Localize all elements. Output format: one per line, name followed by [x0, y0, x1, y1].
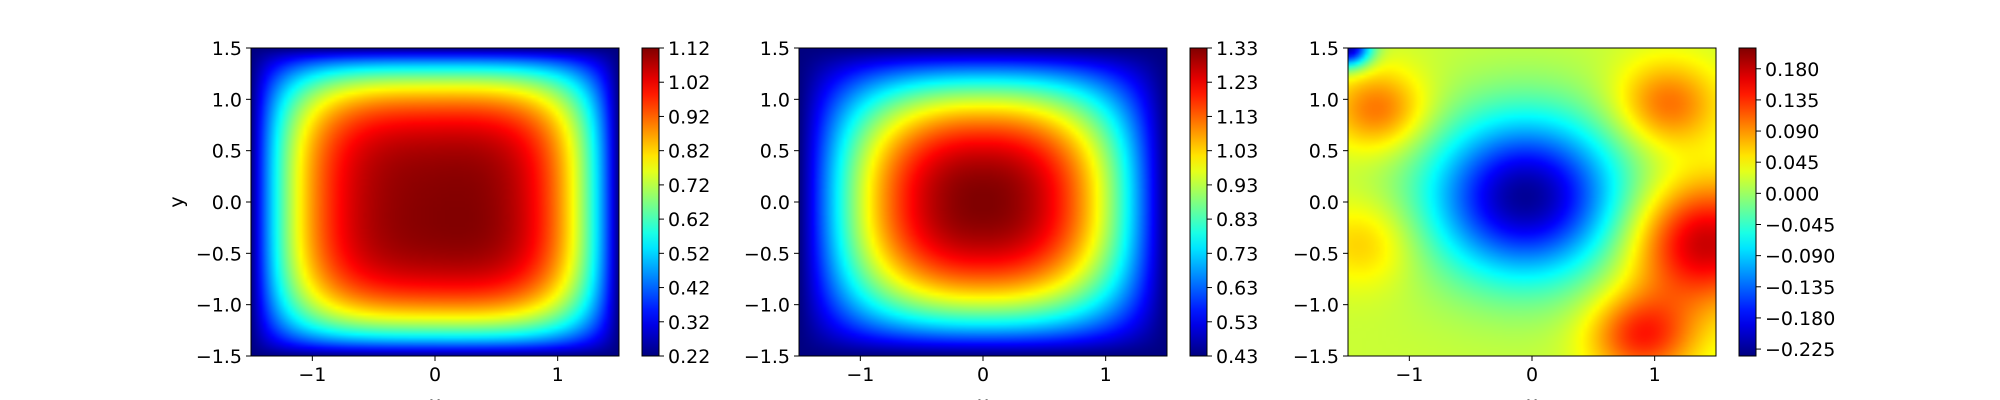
colorbar-tick-label: 0.93 [1216, 175, 1258, 197]
y-axis-label: y [166, 196, 188, 207]
colorbar-tick-label: 0.000 [1765, 183, 1819, 205]
colorbar-tick-label: 1.13 [1216, 106, 1258, 128]
y-tick-label: −1.0 [744, 295, 790, 317]
colorbar-tick-label: 0.73 [1216, 243, 1258, 265]
colorbar-tick-label: 0.22 [668, 346, 710, 368]
colorbar-tick-label: 0.62 [668, 209, 710, 231]
y-tick-label: 1.0 [1309, 89, 1339, 111]
y-tick-label: −1.5 [196, 346, 242, 368]
y-tick-label: −0.5 [196, 243, 242, 265]
x-tick-label: 0 [429, 364, 441, 386]
colorbar-tick-label: 1.03 [1216, 141, 1258, 163]
colorbar-tick-label: 0.72 [668, 175, 710, 197]
colorbar-tick-label: 0.180 [1765, 59, 1819, 81]
colorbar-tick-label: 1.12 [668, 38, 710, 60]
y-tick-label: 1.5 [760, 38, 790, 60]
y-tick-label: 0.5 [1309, 141, 1339, 163]
colorbar [641, 47, 660, 357]
heatmap-field [799, 48, 1167, 356]
y-tick-label: 1.0 [760, 89, 790, 111]
subplot-3: −1 0 1 −1.5 −1.0 −0.5 0.0 0.5 1.0 1.5 x −0.225 −0.18… [1293, 38, 1835, 400]
colorbar-tick-label: 0.83 [1216, 209, 1258, 231]
colorbar-tick-label: −0.045 [1765, 214, 1835, 236]
y-tick-label: −0.5 [1293, 243, 1339, 265]
x-tick-label: −1 [1395, 364, 1423, 386]
x-tick-label: 1 [552, 364, 564, 386]
colorbar-tick-label: 0.52 [668, 243, 710, 265]
colorbar-tick-label: 0.135 [1765, 90, 1819, 112]
colorbar-tick-label: −0.180 [1765, 308, 1835, 330]
x-axis-label: x [429, 393, 440, 400]
colorbar-tick-label: 0.92 [668, 106, 710, 128]
y-tick-label: 1.0 [212, 89, 242, 111]
colorbar-tick-label: 0.090 [1765, 121, 1819, 143]
subplot-2: −1 0 1 −1.5 −1.0 −0.5 0.0 0.5 1.0 1.5 x 0.43 0.53 0.6… [744, 38, 1258, 400]
colorbar-tick-label: 0.82 [668, 141, 710, 163]
subplot-1: −1 0 1 −1.5 −1.0 −0.5 0.0 0.5 1.0 1.5 x y 0.22 0.32 0.… [166, 38, 710, 400]
colorbar-tick-label: 0.53 [1216, 312, 1258, 334]
colorbar-tick-label: 1.23 [1216, 72, 1258, 94]
x-tick-label: 1 [1649, 364, 1661, 386]
y-tick-label: 0.0 [1309, 192, 1339, 214]
y-tick-label: −1.0 [196, 295, 242, 317]
x-tick-label: −1 [298, 364, 326, 386]
y-tick-label: 1.5 [212, 38, 242, 60]
x-tick-label: 0 [1526, 364, 1538, 386]
y-tick-label: 1.5 [1309, 38, 1339, 60]
heatmap-field [251, 48, 619, 356]
y-tick-label: 0.0 [212, 192, 242, 214]
y-tick-label: −1.5 [744, 346, 790, 368]
colorbar-tick-label: 0.045 [1765, 152, 1819, 174]
colorbar-tick-label: 1.33 [1216, 38, 1258, 60]
colorbar-tick-label: 0.32 [668, 312, 710, 334]
colorbar [1738, 47, 1757, 357]
x-tick-label: −1 [846, 364, 874, 386]
x-tick-label: 1 [1100, 364, 1112, 386]
colorbar-tick-label: 0.63 [1216, 278, 1258, 300]
x-axis-label: x [1526, 393, 1537, 400]
y-tick-label: −1.0 [1293, 295, 1339, 317]
y-tick-label: 0.0 [760, 192, 790, 214]
colorbar [1189, 47, 1208, 357]
y-tick-label: 0.5 [212, 141, 242, 163]
colorbar-tick-label: 1.02 [668, 72, 710, 94]
colorbar-tick-label: 0.43 [1216, 346, 1258, 368]
heatmap-field [1348, 48, 1716, 356]
colorbar-tick-label: −0.090 [1765, 246, 1835, 268]
x-tick-label: 0 [977, 364, 989, 386]
x-axis-label: x [977, 393, 988, 400]
y-tick-label: −0.5 [744, 243, 790, 265]
colorbar-tick-label: 0.42 [668, 278, 710, 300]
colorbar-tick-label: −0.225 [1765, 339, 1835, 361]
colorbar-tick-label: −0.135 [1765, 277, 1835, 299]
y-tick-label: 0.5 [760, 141, 790, 163]
y-tick-label: −1.5 [1293, 346, 1339, 368]
